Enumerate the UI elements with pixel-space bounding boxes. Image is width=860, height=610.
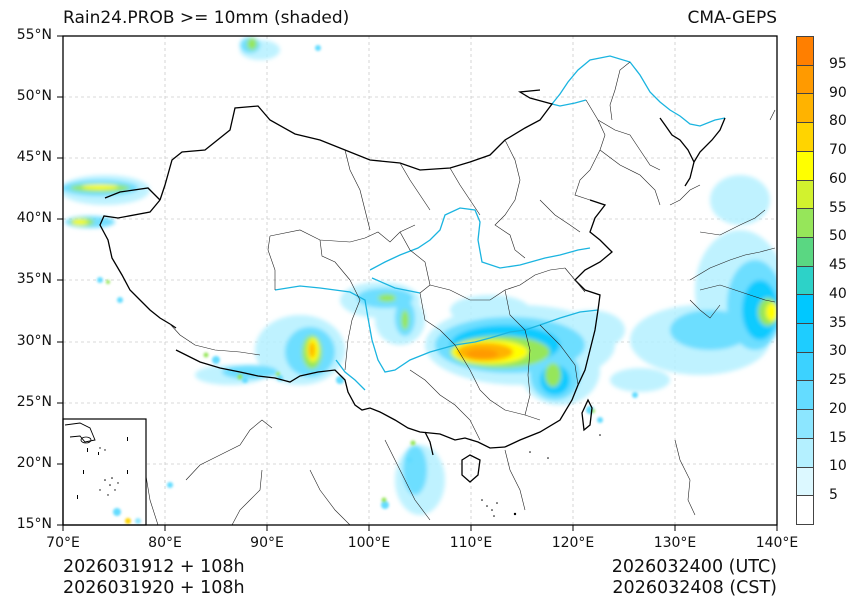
colorbar-segment [797, 438, 813, 468]
colorbar-segment [797, 295, 813, 325]
lon-label: 100°E [347, 535, 391, 551]
colorbar-label: 60 [829, 170, 847, 187]
lon-label: 90°E [250, 535, 284, 551]
colorbar-segment [797, 180, 813, 210]
colorbar-label: 55 [829, 199, 847, 216]
colorbar-segment [797, 151, 813, 181]
lat-label: 50°N [16, 88, 52, 104]
colorbar-segment [797, 37, 813, 66]
lon-label: 80°E [148, 535, 182, 551]
colorbar-segment [797, 266, 813, 296]
south-china-sea-inset [62, 418, 147, 526]
colorbar-segment [797, 94, 813, 124]
colorbar-label: 25 [829, 372, 847, 389]
lon-label: 70°E [46, 535, 80, 551]
tick-marks [57, 35, 778, 531]
colorbar-label: 15 [829, 429, 847, 446]
precip-shading [63, 37, 777, 515]
lon-label: 120°E [551, 535, 595, 551]
valid-time-cst: 2026032408 (CST) [612, 578, 777, 598]
init-time-block: 2026031912 + 108h 2026031920 + 108h [63, 557, 245, 599]
colorbar-label: 45 [829, 257, 847, 274]
colorbar-segment [797, 381, 813, 411]
lat-label: 25°N [16, 394, 52, 410]
lon-label: 110°E [449, 535, 493, 551]
colorbar-label: 40 [829, 285, 847, 302]
colorbar-segment [797, 496, 813, 524]
national-borders [99, 89, 726, 483]
colorbar-label: 5 [829, 487, 838, 504]
colorbar-label: 50 [829, 228, 847, 245]
init-time-cst: 2026031920 + 108h [63, 578, 245, 598]
colorbar-label: 20 [829, 400, 847, 417]
model-name: CMA-GEPS [687, 8, 777, 28]
lon-label: 130°E [653, 535, 697, 551]
colorbar-segment [797, 467, 813, 497]
colorbar-segment [797, 324, 813, 353]
lat-label: 35°N [16, 271, 52, 287]
rivers [274, 55, 726, 391]
map-title: Rain24.PROB >= 10mm (shaded) [63, 8, 350, 28]
valid-time-block: 2026032400 (UTC) 2026032408 (CST) [612, 557, 777, 599]
colorbar-segment [797, 123, 813, 152]
colorbar-label: 90 [829, 84, 847, 101]
colorbar-segment [797, 237, 813, 267]
colorbar-label: 30 [829, 343, 847, 360]
colorbar [796, 36, 814, 525]
lat-label: 45°N [16, 149, 52, 165]
colorbar-label: 70 [829, 142, 847, 159]
lat-label: 20°N [16, 455, 52, 471]
lat-label: 15°N [16, 516, 52, 532]
init-time-utc: 2026031912 + 108h [63, 557, 245, 577]
colorbar-label: 95 [829, 55, 847, 72]
colorbar-segment [797, 209, 813, 238]
colorbar-segment [797, 65, 813, 95]
colorbar-segment [797, 352, 813, 382]
lat-label: 55°N [16, 27, 52, 43]
colorbar-label: 35 [829, 314, 847, 331]
lon-label: 140°E [755, 535, 799, 551]
colorbar-label: 80 [829, 113, 847, 130]
colorbar-segment [797, 410, 813, 439]
lat-label: 40°N [16, 210, 52, 226]
islands [481, 434, 601, 517]
lat-label: 30°N [16, 333, 52, 349]
valid-time-utc: 2026032400 (UTC) [611, 557, 777, 577]
colorbar-label: 10 [829, 458, 847, 475]
